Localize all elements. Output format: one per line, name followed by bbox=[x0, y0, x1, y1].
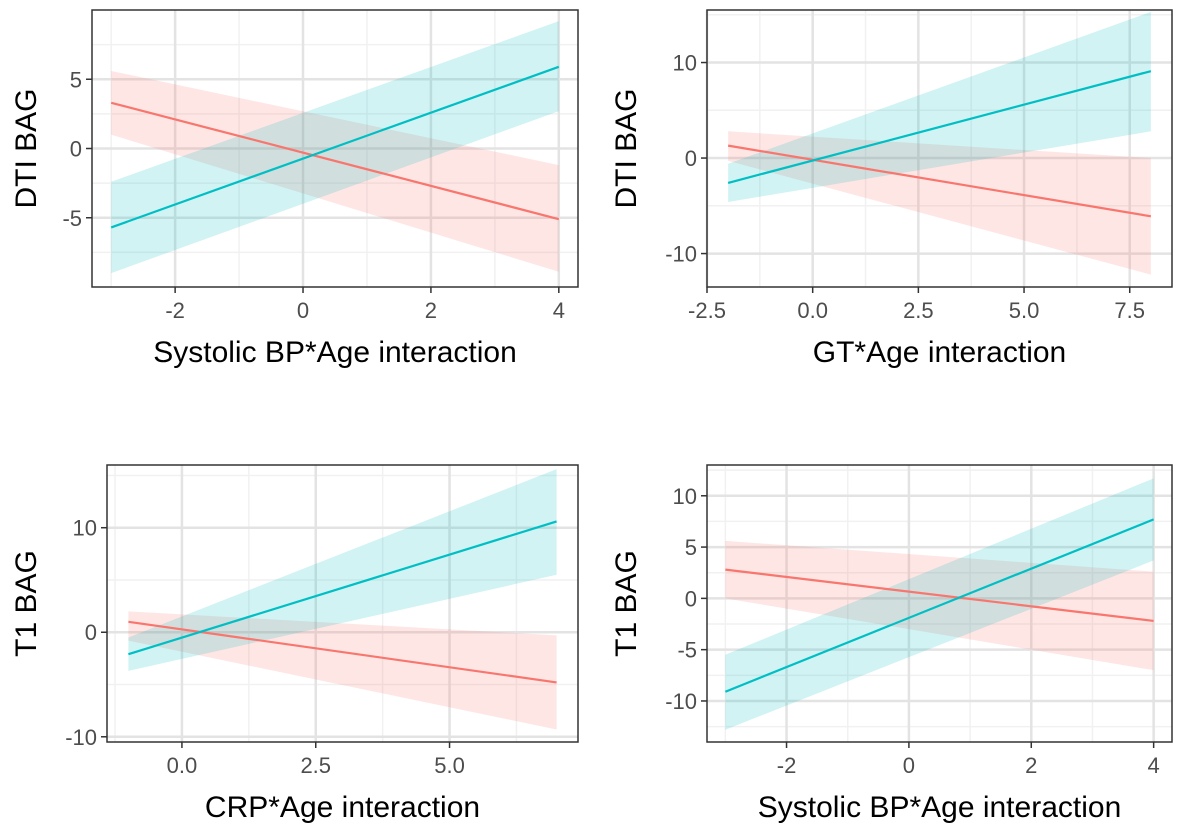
panel-1: -2 0 2 4 -5 0 5 Systolic BP*Age interaction DTI … bbox=[10, 9, 579, 369]
confidence-band-1 bbox=[111, 70, 559, 272]
x-tick-label: 2.5 bbox=[300, 753, 331, 778]
confidence-band-1 bbox=[728, 131, 1151, 275]
panel-background bbox=[707, 10, 1172, 287]
panel-background bbox=[107, 465, 578, 742]
x-tick-label: 7.5 bbox=[1114, 298, 1145, 323]
y-tick-label: 5 bbox=[70, 67, 82, 92]
y-tick-label: -10 bbox=[665, 242, 697, 267]
fit-line-1 bbox=[110, 101, 560, 221]
y-tick-label: 5 bbox=[685, 535, 697, 560]
y-tick-label: 10 bbox=[73, 516, 97, 541]
panel-2: -2.5 0.0 2.5 5.0 7.5 -10 0 10 GT*Age interaction… bbox=[610, 9, 1173, 369]
fit-line-2 bbox=[110, 65, 560, 229]
x-axis-title: Systolic BP*Age interaction bbox=[758, 791, 1122, 824]
x-tick-label: 0 bbox=[903, 753, 915, 778]
fit-line-2 bbox=[724, 518, 1155, 693]
y-axis-title: T1 BAG bbox=[10, 550, 43, 657]
y-tick-label: 0 bbox=[85, 620, 97, 645]
x-tick-label: 2.5 bbox=[903, 298, 934, 323]
x-axis-title: CRP*Age interaction bbox=[205, 791, 480, 824]
x-tick-label: 0.0 bbox=[167, 753, 198, 778]
y-axis-title: T1 BAG bbox=[610, 550, 643, 657]
x-tick-label: 5.0 bbox=[1009, 298, 1040, 323]
y-tick-label: 0 bbox=[685, 146, 697, 171]
x-tick-label: -2 bbox=[165, 298, 185, 323]
confidence-band-1 bbox=[128, 611, 557, 730]
y-tick-label: -10 bbox=[665, 689, 697, 714]
plot-area bbox=[128, 469, 557, 730]
x-tick-label: -2.5 bbox=[688, 298, 726, 323]
y-tick-label: -10 bbox=[65, 725, 97, 750]
y-tick-label: -5 bbox=[62, 206, 82, 231]
panel-3: 0.0 2.5 5.0 -10 0 10 CRP*Age interaction T1 BAG bbox=[10, 464, 579, 824]
x-axis-title: Systolic BP*Age interaction bbox=[153, 336, 517, 369]
panel-border bbox=[706, 464, 1173, 743]
fit-line-1 bbox=[727, 144, 1152, 218]
y-tick-label: 10 bbox=[673, 51, 697, 76]
y-axis-title: DTI BAG bbox=[610, 88, 643, 208]
y-tick-label: 10 bbox=[673, 484, 697, 509]
plot-area bbox=[724, 478, 1155, 730]
fit-line-2 bbox=[128, 520, 557, 656]
x-tick-label: 0 bbox=[297, 298, 309, 323]
y-axis-title: DTI BAG bbox=[10, 88, 43, 208]
panel-border bbox=[106, 464, 579, 743]
x-axis-title: GT*Age interaction bbox=[813, 336, 1066, 369]
x-tick-label: -2 bbox=[777, 753, 797, 778]
fit-line-1 bbox=[725, 568, 1154, 623]
x-tick-label: 4 bbox=[553, 298, 565, 323]
plot-area bbox=[110, 21, 560, 274]
panel-border bbox=[706, 9, 1173, 288]
x-tick-label: 4 bbox=[1148, 753, 1160, 778]
x-tick-label: 2 bbox=[1025, 753, 1037, 778]
y-tick-label: 0 bbox=[685, 586, 697, 611]
x-tick-label: 0.0 bbox=[797, 298, 828, 323]
y-tick-label: -5 bbox=[677, 638, 697, 663]
x-tick-label: 5.0 bbox=[434, 753, 465, 778]
confidence-band-2 bbox=[725, 478, 1154, 730]
panel-background bbox=[707, 465, 1172, 742]
x-tick-label: 2 bbox=[425, 298, 437, 323]
fit-line-2 bbox=[727, 70, 1152, 184]
panel-4: -2 0 2 4 -10 -5 0 5 10 Systolic BP*Age interactio… bbox=[610, 464, 1173, 824]
plot-area bbox=[727, 11, 1152, 275]
y-tick-label: 0 bbox=[70, 137, 82, 162]
